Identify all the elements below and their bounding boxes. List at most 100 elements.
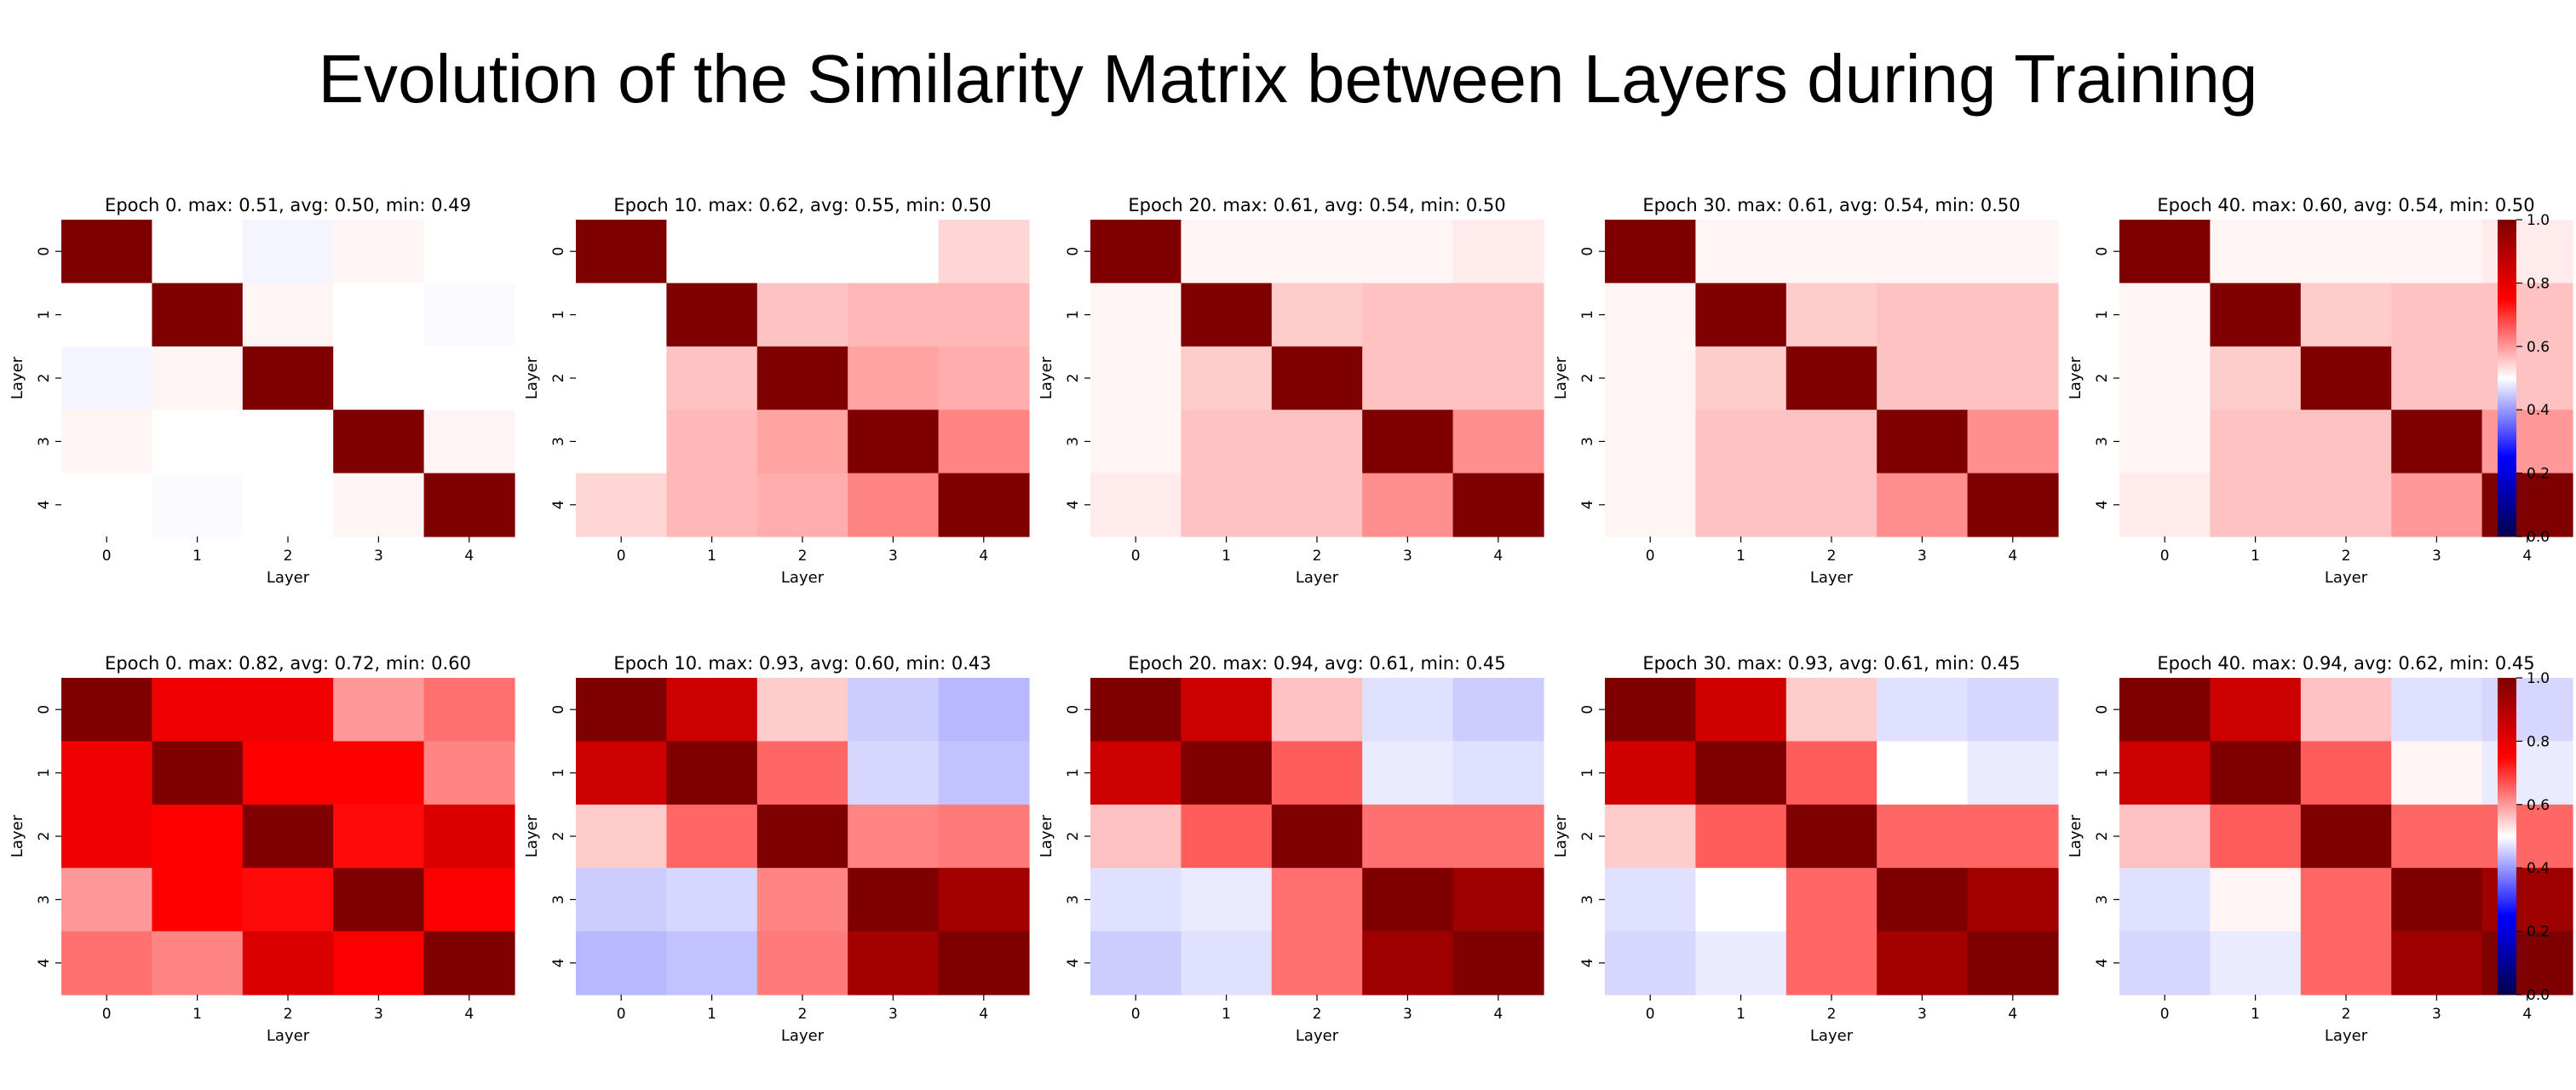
heatmap-cell	[1181, 410, 1273, 474]
heatmap-cell	[576, 220, 667, 284]
heatmap-cell	[1452, 931, 1544, 995]
heatmap-cell	[423, 283, 515, 347]
y-tick-label: 1	[1065, 310, 1082, 319]
heatmap-cell	[61, 931, 152, 995]
heatmap-cell	[423, 678, 515, 742]
heatmap-cell	[1181, 868, 1273, 932]
heatmap-cell	[1605, 346, 1696, 410]
heatmap-cell	[1271, 741, 1363, 806]
heatmap-cell	[848, 220, 940, 284]
heatmap-cell	[2391, 220, 2483, 284]
heatmap-cell	[242, 283, 334, 347]
heatmap-cell	[2481, 220, 2573, 284]
heatmap-cell	[2391, 678, 2483, 742]
y-tick-label: 2	[1579, 832, 1596, 841]
heatmap-panel: Epoch 40. max: 0.60, avg: 0.54, min: 0.5…	[2067, 195, 2573, 587]
heatmap-cell	[938, 804, 1030, 869]
heatmap-cell	[756, 804, 848, 869]
heatmap-cell	[848, 410, 940, 474]
x-tick-label: 0	[1646, 548, 1655, 565]
x-tick-label: 2	[1313, 548, 1322, 565]
y-axis-label: Layer	[1552, 814, 1570, 858]
x-tick-label: 4	[464, 548, 474, 565]
y-tick-label: 4	[550, 958, 567, 967]
y-tick-label: 3	[36, 437, 53, 446]
heatmap-cell	[2119, 741, 2211, 806]
heatmap-cell	[242, 868, 334, 932]
y-tick-label: 2	[550, 374, 567, 383]
heatmap-cell	[2300, 868, 2392, 932]
heatmap-cell	[666, 678, 758, 742]
x-tick-label: 0	[1131, 548, 1141, 565]
x-tick-label: 0	[2160, 548, 2170, 565]
panel-title: Epoch 0. max: 0.82, avg: 0.72, min: 0.60	[105, 653, 471, 674]
heatmap-cell	[576, 931, 667, 995]
heatmap-cell	[152, 220, 244, 284]
heatmap-cell	[1695, 741, 1787, 806]
x-tick-label: 0	[102, 1006, 112, 1023]
heatmap-cell	[938, 868, 1030, 932]
heatmap-cell	[576, 346, 667, 410]
y-tick-label: 1	[36, 768, 53, 777]
x-tick-label: 3	[1403, 1006, 1412, 1023]
y-tick-label: 3	[2094, 895, 2111, 904]
heatmap-cell	[1695, 410, 1787, 474]
y-tick-label: 0	[36, 705, 53, 714]
heatmap-cell	[2481, 804, 2573, 869]
x-tick-label: 1	[2251, 1006, 2260, 1023]
x-tick-label: 0	[617, 1006, 626, 1023]
heatmap-cell	[152, 473, 244, 537]
heatmap-cell	[1362, 868, 1454, 932]
y-axis-label: Layer	[9, 814, 26, 858]
x-axis-label: Layer	[267, 569, 310, 587]
panel-title: Epoch 20. max: 0.61, avg: 0.54, min: 0.5…	[1128, 195, 1505, 215]
y-tick-label: 0	[2094, 247, 2111, 256]
panel-title: Epoch 20. max: 0.94, avg: 0.61, min: 0.4…	[1128, 653, 1505, 674]
heatmap-cell	[1452, 868, 1544, 932]
heatmap-cell	[576, 678, 667, 742]
x-tick-label: 4	[2008, 548, 2017, 565]
y-axis-label: Layer	[523, 814, 541, 858]
heatmap-cell	[1605, 678, 1696, 742]
heatmap-cell	[1967, 931, 2059, 995]
heatmap-cell	[1271, 410, 1363, 474]
heatmap-cell	[938, 678, 1030, 742]
heatmap-cell	[1452, 283, 1544, 347]
x-tick-label: 4	[464, 1006, 474, 1023]
heatmap-cell	[423, 473, 515, 537]
heatmap-cell	[1605, 473, 1696, 537]
y-tick-label: 4	[2094, 958, 2111, 967]
heatmap-panel: Epoch 10. max: 0.93, avg: 0.60, min: 0.4…	[523, 653, 1030, 1045]
heatmap-cell	[756, 346, 848, 410]
x-axis-label: Layer	[267, 1027, 310, 1045]
x-tick-label: 3	[374, 548, 383, 565]
heatmap-cell	[333, 410, 425, 474]
heatmap-cell	[1785, 410, 1877, 474]
heatmap-cell	[576, 410, 667, 474]
x-tick-label: 1	[1222, 548, 1231, 565]
heatmap-cell	[666, 346, 758, 410]
heatmap-panel: Epoch 40. max: 0.94, avg: 0.62, min: 0.4…	[2067, 653, 2573, 1045]
heatmap-cell	[1090, 804, 1182, 869]
x-tick-label: 1	[707, 548, 716, 565]
heatmap-cell	[756, 678, 848, 742]
heatmap-cell	[848, 283, 940, 347]
heatmap-cell	[242, 473, 334, 537]
heatmap-cell	[2391, 868, 2483, 932]
heatmap-cell	[1271, 346, 1363, 410]
heatmap-cell	[1271, 868, 1363, 932]
heatmap-cell	[423, 410, 515, 474]
heatmap-panel: Epoch 0. max: 0.51, avg: 0.50, min: 0.49…	[9, 195, 515, 587]
heatmap-cell	[1271, 220, 1363, 284]
heatmap-cell	[423, 741, 515, 806]
heatmap-panel: Epoch 20. max: 0.61, avg: 0.54, min: 0.5…	[1038, 195, 1544, 587]
heatmap-cell	[2210, 346, 2302, 410]
heatmap-cell	[152, 283, 244, 347]
heatmap-cell	[756, 741, 848, 806]
y-axis-label: Layer	[2067, 356, 2084, 399]
x-tick-label: 1	[193, 1006, 202, 1023]
heatmap-cell	[333, 804, 425, 869]
heatmap-cell	[1271, 283, 1363, 347]
heatmap-cell	[2119, 346, 2211, 410]
